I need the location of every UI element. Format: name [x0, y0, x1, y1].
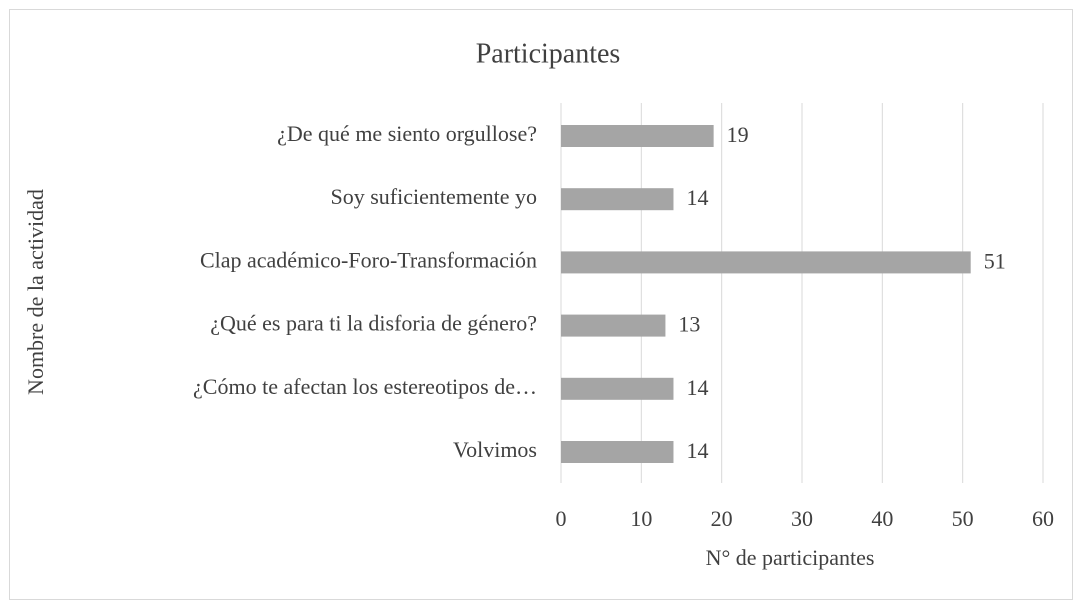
bar	[561, 251, 971, 274]
y-tick-label: ¿Cómo te afectan los estereotipos de…	[193, 374, 537, 399]
bar	[561, 188, 674, 211]
bar	[561, 377, 674, 400]
data-label: 14	[686, 185, 708, 210]
bar	[561, 125, 714, 147]
data-label: 14	[686, 438, 708, 463]
y-tick-label: ¿De qué me siento orgullose?	[277, 121, 537, 146]
chart-title: Participantes	[476, 38, 621, 69]
x-tick-label: 40	[871, 506, 893, 531]
data-label: 51	[984, 248, 1006, 273]
x-tick-label: 10	[630, 506, 652, 531]
y-tick-label: ¿Qué es para ti la disforia de género?	[210, 311, 537, 336]
x-tick-label: 0	[556, 506, 567, 531]
bar	[561, 314, 666, 337]
bar	[561, 441, 674, 463]
x-axis-title: N° de participantes	[706, 545, 875, 570]
data-label: 13	[678, 312, 700, 337]
data-label: 19	[727, 122, 749, 147]
y-tick-label: Clap académico-Foro-Transformación	[200, 247, 537, 272]
x-tick-label: 50	[952, 506, 974, 531]
chart-border	[9, 9, 1073, 600]
x-tick-label: 60	[1032, 506, 1054, 531]
y-tick-label: Soy suficientemente yo	[330, 184, 537, 209]
y-tick-label: Volvimos	[453, 437, 537, 462]
x-tick-label: 20	[711, 506, 733, 531]
y-axis-title: Nombre de la actividad	[23, 189, 48, 395]
data-label: 14	[686, 375, 708, 400]
x-tick-label: 30	[791, 506, 813, 531]
